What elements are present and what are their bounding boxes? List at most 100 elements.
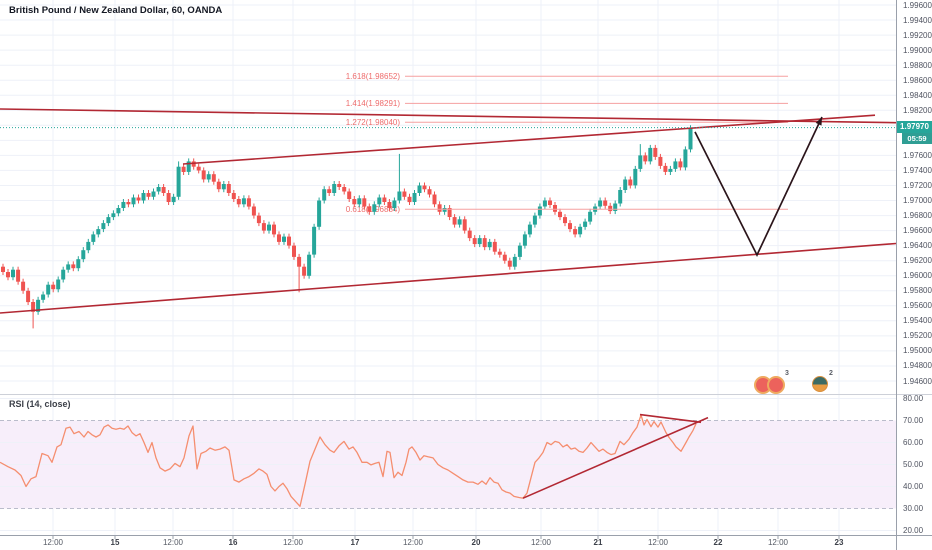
candle-body[interactable] (61, 269, 66, 280)
candle-body[interactable] (618, 190, 623, 204)
candle-body[interactable] (512, 256, 517, 267)
candle-body[interactable] (31, 302, 36, 312)
candle-body[interactable] (116, 208, 121, 214)
candle-body[interactable] (467, 230, 472, 239)
candle-body[interactable] (111, 213, 116, 218)
candle-body[interactable] (282, 236, 286, 242)
candle-body[interactable] (653, 147, 658, 157)
candle-body[interactable] (196, 166, 201, 171)
candle-body[interactable] (432, 194, 437, 205)
candle-body[interactable] (166, 193, 171, 202)
candle-body[interactable] (573, 229, 578, 235)
candle-body[interactable] (26, 290, 31, 303)
candle-body[interactable] (211, 174, 216, 182)
candle-body[interactable] (452, 217, 457, 225)
candle-body[interactable] (322, 189, 327, 201)
candle-body[interactable] (16, 269, 21, 282)
candle-body[interactable] (472, 238, 477, 245)
candle-body[interactable] (51, 284, 56, 290)
candle-body[interactable] (297, 256, 302, 267)
candle-body[interactable] (106, 217, 111, 224)
candle-body[interactable] (537, 206, 542, 216)
candle-body[interactable] (307, 254, 312, 276)
candle-body[interactable] (542, 200, 547, 207)
candle-body[interactable] (136, 197, 141, 201)
candle-body[interactable] (462, 219, 467, 231)
candle-body[interactable] (161, 187, 166, 193)
candle-body[interactable] (372, 204, 377, 212)
candle-body[interactable] (176, 166, 181, 197)
candle-body[interactable] (156, 187, 161, 192)
candle-body[interactable] (221, 184, 226, 190)
candle-body[interactable] (608, 205, 613, 212)
candle-body[interactable] (638, 155, 643, 169)
candle-body[interactable] (126, 202, 131, 205)
candle-body[interactable] (21, 281, 26, 291)
candle-body[interactable] (186, 161, 191, 172)
candle-body[interactable] (101, 223, 106, 230)
candle-body[interactable] (613, 203, 618, 212)
candle-body[interactable] (71, 264, 76, 269)
candle-body[interactable] (568, 223, 572, 230)
candle-body[interactable] (256, 215, 261, 224)
candle-body[interactable] (532, 215, 537, 225)
candle-body[interactable] (206, 174, 211, 180)
candle-body[interactable] (522, 234, 527, 246)
candle-body[interactable] (6, 272, 10, 278)
candle-body[interactable] (663, 165, 668, 172)
candle-body[interactable] (171, 196, 176, 203)
candle-body[interactable] (497, 251, 502, 255)
rsi-support-trendline[interactable] (522, 416, 709, 499)
candle-body[interactable] (96, 229, 101, 235)
candle-body[interactable] (487, 241, 492, 248)
candle-body[interactable] (437, 204, 442, 212)
candle-body[interactable] (347, 191, 352, 200)
candle-body[interactable] (628, 179, 633, 186)
candle-body[interactable] (658, 156, 663, 166)
candle-body[interactable] (442, 208, 447, 212)
candle-body[interactable] (246, 198, 251, 207)
candle-body[interactable] (41, 294, 46, 300)
candle-body[interactable] (241, 198, 246, 205)
candle-body[interactable] (342, 187, 347, 192)
candle-body[interactable] (688, 128, 693, 150)
candle-body[interactable] (201, 170, 206, 180)
reaction-badge-group-1[interactable]: 3 (754, 370, 794, 394)
candle-body[interactable] (633, 168, 638, 186)
candle-body[interactable] (86, 241, 91, 251)
candle-body[interactable] (588, 211, 593, 222)
candle-body[interactable] (648, 147, 653, 162)
candle-body[interactable] (46, 284, 51, 295)
candle-body[interactable] (261, 223, 266, 231)
candle-body[interactable] (527, 224, 532, 235)
candle-body[interactable] (407, 196, 412, 203)
candle-body[interactable] (337, 184, 342, 187)
rsi-resistance-trendline[interactable] (639, 413, 702, 424)
candle-body[interactable] (141, 193, 146, 201)
candle-body[interactable] (131, 197, 136, 205)
candle-body[interactable] (382, 197, 387, 203)
candle-body[interactable] (267, 224, 271, 231)
candle-body[interactable] (367, 206, 372, 212)
candle-body[interactable] (91, 234, 96, 242)
candle-body[interactable] (362, 198, 367, 207)
candle-body[interactable] (226, 184, 231, 193)
candle-body[interactable] (76, 259, 81, 269)
candle-body[interactable] (643, 155, 648, 162)
candle-body[interactable] (673, 161, 678, 169)
candle-body[interactable] (312, 226, 317, 255)
candle-body[interactable] (427, 189, 432, 195)
candle-body[interactable] (668, 168, 673, 172)
candle-body[interactable] (66, 264, 71, 270)
candle-body[interactable] (558, 211, 562, 218)
candle-body[interactable] (181, 166, 186, 172)
candle-body[interactable] (151, 191, 156, 197)
candle-body[interactable] (422, 185, 427, 190)
trendline-upper-resistance[interactable] (0, 108, 897, 124)
candle-body[interactable] (292, 245, 296, 257)
candle-body[interactable] (482, 238, 487, 248)
candle-body[interactable] (598, 200, 603, 207)
candle-body[interactable] (357, 198, 362, 205)
candle-body[interactable] (412, 193, 417, 202)
